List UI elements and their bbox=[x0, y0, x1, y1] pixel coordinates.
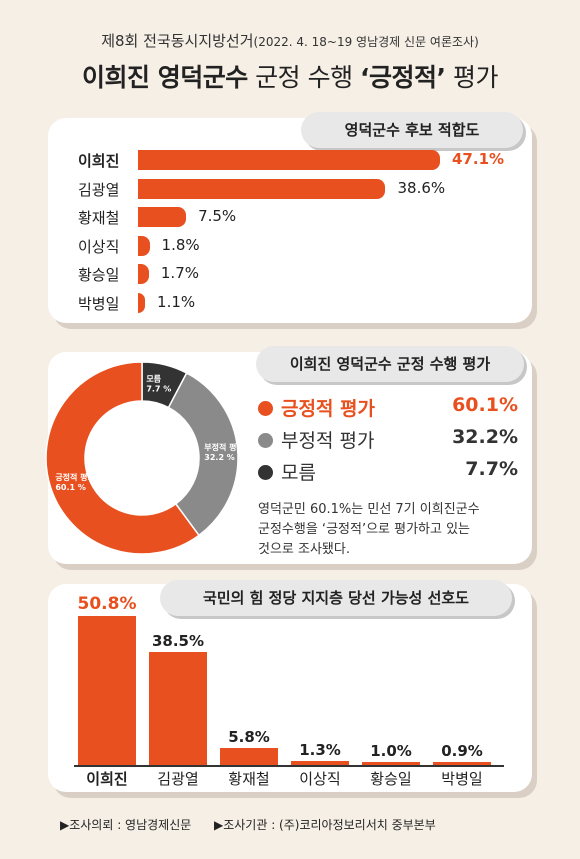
eval-chart-title: 이희진 영덕군수 군정 수행 평가 bbox=[256, 346, 524, 382]
bar-category-label: 이상직 bbox=[78, 237, 120, 256]
legend-value: 7.7% bbox=[465, 458, 518, 480]
description-line: 군정수행을 ‘긍정적’으로 평가하고 있는 bbox=[258, 522, 471, 537]
donut-slice-label: 60.1 % bbox=[55, 483, 86, 492]
bar-category-label: 황재철 bbox=[228, 770, 270, 788]
bar bbox=[138, 235, 150, 256]
legend-name: 모름 bbox=[281, 462, 316, 484]
footer-requester: ▶조사의뢰 : 영남경제신문 bbox=[60, 818, 192, 832]
bar-category-label: 황승일 bbox=[78, 266, 120, 284]
bar bbox=[138, 292, 146, 313]
donut-slice bbox=[45, 361, 200, 555]
baseline bbox=[74, 765, 504, 767]
bar-category-label: 황재철 bbox=[78, 209, 120, 227]
legend-value: 32.2% bbox=[452, 426, 518, 448]
electability-chart-title: 국민의 힘 정당 지지층 당선 가능성 선호도 bbox=[160, 580, 512, 616]
bar-value-label: 38.6% bbox=[397, 178, 446, 197]
title-mid: 군정 수행 bbox=[247, 63, 361, 92]
bar-value-label: 1.1% bbox=[157, 292, 196, 311]
page-title: 이희진 영덕군수 군정 수행 ‘긍정적’ 평가 bbox=[0, 58, 580, 94]
bar-category-label: 이희진 bbox=[78, 152, 120, 170]
donut-slice-label: 부정적 평가 bbox=[204, 442, 244, 452]
bar-category-label: 김광열 bbox=[157, 770, 199, 788]
donut-slice-label: 모름 bbox=[146, 374, 161, 384]
donut-slice-label: 7.7 % bbox=[146, 385, 171, 394]
bar-value-label: 1.7% bbox=[160, 264, 199, 282]
bar bbox=[138, 178, 386, 199]
bar-category-label: 박병일 bbox=[78, 294, 120, 313]
bar bbox=[362, 762, 420, 765]
legend-item: 긍정적 평가 bbox=[258, 394, 375, 421]
title-bold: 이희진 영덕군수 bbox=[81, 63, 248, 92]
donut-slice-label: 32.2 % bbox=[204, 453, 235, 462]
legend-dot-icon bbox=[258, 400, 273, 416]
bar-value-label: 50.8% bbox=[77, 594, 137, 614]
bar-value-label: 38.5% bbox=[151, 632, 205, 651]
footer-agency: ▶조사기관 : (주)코리아정보리서치 중부본부 bbox=[214, 818, 436, 832]
subtitle-main: 제8회 전국동시지방선거 bbox=[101, 32, 254, 50]
description-line: 것으로 조사됐다. bbox=[258, 542, 350, 557]
bar-category-label: 이희진 bbox=[86, 770, 128, 788]
bar-value-label: 7.5% bbox=[198, 207, 237, 225]
bar-category-label: 김광열 bbox=[78, 180, 120, 199]
bar bbox=[433, 762, 491, 765]
bar-value-label: 1.3% bbox=[299, 741, 341, 760]
bar bbox=[220, 747, 278, 765]
legend-value: 60.1% bbox=[452, 394, 518, 416]
title-end: 평가 bbox=[445, 63, 499, 92]
legend-item: 모름 bbox=[258, 458, 316, 485]
bar-value-label: 1.0% bbox=[370, 742, 412, 761]
bar bbox=[138, 207, 187, 227]
bar bbox=[138, 150, 440, 170]
bar bbox=[149, 652, 207, 765]
fitness-chart-title: 영덕군수 후보 적합도 bbox=[301, 112, 523, 148]
bar bbox=[291, 761, 349, 765]
bar-category-label: 황승일 bbox=[370, 770, 412, 788]
legend-dot-icon bbox=[258, 464, 273, 480]
bar-category-label: 이상직 bbox=[299, 770, 341, 788]
subtitle-survey-info: (2022. 4. 18~19 영남경제 신문 여론조사) bbox=[253, 35, 479, 49]
performance-eval-card: 이희진 영덕군수 군정 수행 평가 모름 7.7 % 부정적 평가 32.2 % 긍정적… bbox=[45, 346, 532, 564]
donut-slice bbox=[167, 372, 239, 537]
title-quote: ‘긍정적’ bbox=[360, 63, 446, 92]
bar bbox=[138, 264, 149, 284]
bar bbox=[78, 616, 136, 765]
donut-slice-label: 긍정적 평가 bbox=[55, 472, 95, 482]
eval-description: 영덕군민 60.1%는 민선 7기 이희진군수 군정수행을 ‘긍정적’으로 평가… bbox=[258, 500, 480, 560]
legend-item: 부정적 평가 bbox=[258, 426, 374, 453]
bar-category-label: 박병일 bbox=[441, 770, 483, 788]
legend-dot-icon bbox=[258, 432, 273, 448]
bar-value-label: 0.9% bbox=[441, 742, 483, 761]
candidate-fitness-card: 영덕군수 후보 적합도 이희진 47.1% 김광열 38.6% 황재철 7.5% 이상직 1.… bbox=[48, 112, 532, 323]
legend-name: 긍정적 평가 bbox=[281, 398, 376, 420]
bar-value-label: 47.1% bbox=[452, 150, 505, 168]
header-subtitle: 제8회 전국동시지방선거(2022. 4. 18~19 영남경제 신문 여론조사… bbox=[0, 30, 580, 51]
electability-card: 국민의 힘 정당 지지층 당선 가능성 선호도 50.8% 이희진 38.5% 김광열… bbox=[48, 580, 532, 792]
legend-name: 부정적 평가 bbox=[281, 430, 375, 452]
description-line: 영덕군민 60.1%는 민선 7기 이희진군수 bbox=[258, 502, 480, 517]
bar-value-label: 5.8% bbox=[228, 727, 270, 746]
bar-value-label: 1.8% bbox=[161, 235, 200, 254]
